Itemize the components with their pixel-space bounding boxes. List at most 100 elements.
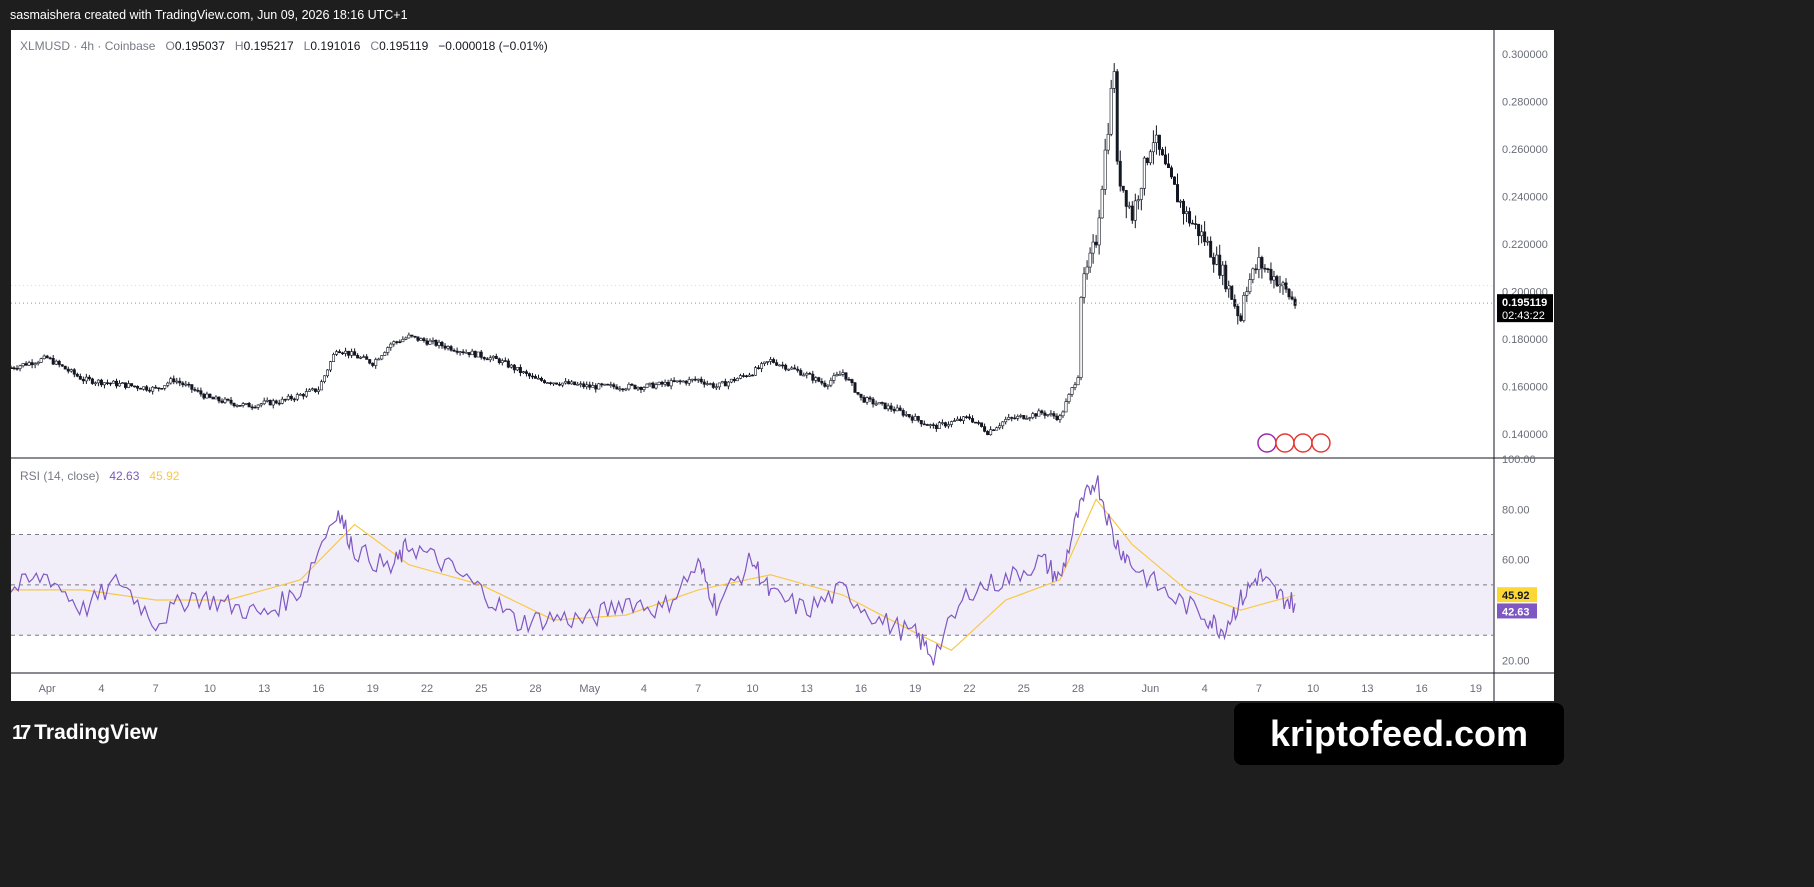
time-tick-label: Apr	[39, 683, 56, 695]
candle-body	[778, 364, 782, 367]
candle-body	[889, 405, 893, 410]
candle-body	[1142, 157, 1146, 189]
candle-body	[579, 383, 583, 386]
price-tick-label: 0.280000	[1502, 96, 1548, 108]
candle-body	[913, 416, 917, 421]
candle-body	[540, 377, 544, 381]
time-tick-label: 10	[204, 683, 216, 695]
candle-body	[904, 414, 908, 416]
candle-body	[1001, 421, 1005, 427]
candle-body	[335, 351, 339, 355]
candle-body	[663, 382, 667, 385]
rsi-ma-badge-value: 45.92	[1502, 590, 1530, 602]
event-flag-icon[interactable]	[1311, 433, 1331, 453]
candle-body	[347, 350, 351, 356]
candle-body	[693, 378, 697, 381]
candle-body	[802, 374, 806, 377]
candle-body	[199, 390, 203, 395]
candle-body	[452, 349, 456, 352]
candle-body	[883, 402, 887, 410]
candle-body	[829, 380, 833, 386]
candle-body	[805, 373, 809, 376]
candle-body	[1160, 149, 1164, 156]
candle-body	[145, 386, 149, 391]
candle-body	[214, 396, 218, 400]
candle-body	[627, 383, 631, 390]
time-tick-label: 28	[529, 683, 541, 695]
candle-body	[187, 383, 191, 386]
candle-body	[121, 382, 125, 385]
candle-body	[931, 424, 935, 426]
rsi-band-fill	[11, 534, 1494, 636]
candle-body	[573, 381, 577, 386]
time-tick-label: 22	[963, 683, 975, 695]
time-tick-label: 25	[475, 683, 487, 695]
candle-body	[280, 398, 284, 404]
candle-body	[497, 358, 501, 364]
candle-body	[1239, 315, 1243, 321]
candle-body	[552, 382, 556, 385]
candle-body	[760, 363, 764, 369]
candle-body	[521, 371, 525, 374]
candle-body	[304, 391, 308, 397]
candle-body	[220, 400, 224, 403]
candle-body	[371, 362, 375, 366]
candle-body	[289, 395, 293, 400]
legend-high-label: H	[234, 39, 244, 53]
event-flag-icon[interactable]	[1275, 433, 1295, 453]
candle-body	[226, 398, 230, 401]
candle-body	[696, 378, 700, 381]
candle-body	[741, 375, 745, 377]
candle-body	[838, 374, 842, 376]
candle-body	[618, 388, 622, 391]
candle-body	[295, 394, 299, 400]
rsi-tick-label: 100.00	[1502, 454, 1536, 466]
candle-body	[1245, 291, 1249, 296]
candle-body	[1218, 254, 1222, 276]
candle-body	[422, 338, 426, 342]
candle-body	[708, 383, 712, 385]
candle-body	[443, 345, 447, 349]
tradingview-logo[interactable]: 17 TradingView	[12, 721, 158, 745]
candle-body	[262, 400, 266, 405]
time-tick-label: 22	[421, 683, 433, 695]
rsi-ma-line	[11, 498, 1296, 652]
candle-body	[811, 373, 815, 381]
candle-body	[871, 398, 875, 405]
candle-body	[232, 402, 236, 407]
candle-body	[332, 354, 336, 362]
candle-body	[518, 367, 522, 374]
candle-body	[1145, 157, 1149, 164]
candle-body	[310, 388, 314, 391]
candle-body	[799, 370, 803, 376]
event-flag-icon[interactable]	[1293, 433, 1313, 453]
candle-body	[353, 351, 357, 356]
chart-area[interactable]: 0.300000 0.280000 0.260000 0.240000 0.220000…	[11, 30, 1554, 701]
event-lightning-icon[interactable]	[1257, 433, 1277, 453]
price-tick-label: 0.300000	[1502, 49, 1548, 61]
candle-body	[389, 343, 393, 348]
candle-body	[847, 378, 851, 381]
candle-body	[1194, 223, 1198, 225]
candle-body	[93, 382, 97, 385]
chart-svg[interactable]: 0.300000 0.280000 0.260000 0.240000 0.220000…	[11, 30, 1554, 701]
candle-body	[784, 364, 788, 370]
candle-body	[642, 387, 646, 390]
candle-body	[30, 362, 34, 366]
candle-body	[359, 357, 363, 359]
candle-body	[440, 341, 444, 347]
candle-body	[772, 359, 776, 363]
time-tick-label: 4	[98, 683, 104, 695]
candle-body	[377, 358, 381, 361]
candle-body	[12, 367, 16, 370]
candle-body	[675, 380, 679, 383]
candle-body	[705, 383, 709, 385]
candle-body	[672, 380, 676, 382]
candle-body	[48, 357, 52, 360]
candle-body	[1139, 188, 1143, 200]
candle-body	[669, 380, 673, 387]
candle-body	[919, 420, 923, 425]
candle-body	[1191, 222, 1195, 225]
candle-body	[148, 389, 152, 392]
candle-body	[1254, 268, 1258, 271]
